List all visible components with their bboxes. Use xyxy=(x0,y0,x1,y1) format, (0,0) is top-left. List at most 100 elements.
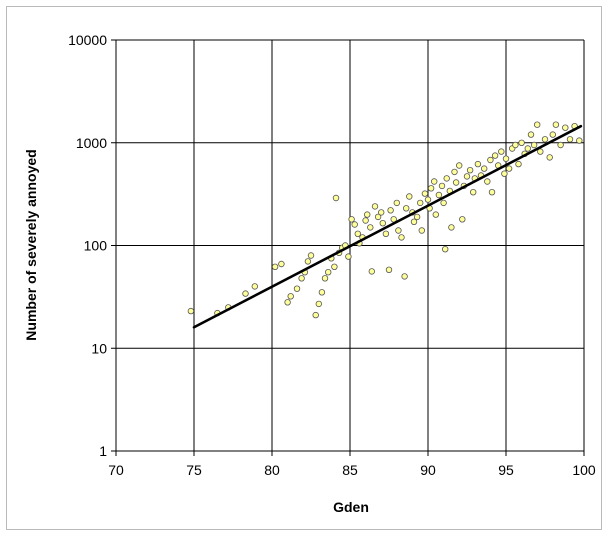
data-point xyxy=(242,290,249,297)
data-point xyxy=(421,190,429,197)
data-point xyxy=(552,121,560,128)
data-point xyxy=(371,203,379,210)
data-point xyxy=(527,131,535,138)
data-point xyxy=(367,224,374,231)
y-tick-label: 1000 xyxy=(76,135,107,151)
y-tick-label: 10000 xyxy=(68,32,107,48)
x-tick-label: 90 xyxy=(420,462,436,478)
data-point xyxy=(413,213,421,221)
data-point xyxy=(534,121,541,128)
data-point xyxy=(368,268,375,275)
data-point xyxy=(488,188,496,196)
trend-line-group xyxy=(192,124,583,329)
data-point xyxy=(410,218,418,225)
data-point xyxy=(287,293,294,300)
data-point xyxy=(318,289,326,296)
data-point xyxy=(345,253,352,260)
x-tick-label: 85 xyxy=(342,462,358,478)
x-tick-label: 95 xyxy=(498,462,514,478)
data-point xyxy=(298,275,305,282)
data-point xyxy=(351,221,358,228)
trend-line xyxy=(192,124,583,329)
data-point xyxy=(418,227,425,234)
data-point xyxy=(438,182,446,190)
data-point xyxy=(546,154,553,161)
data-point xyxy=(332,194,340,202)
data-point xyxy=(512,141,519,149)
data-point xyxy=(501,170,508,177)
data-point xyxy=(312,311,319,319)
data-point xyxy=(364,211,371,218)
data-point xyxy=(304,258,312,265)
data-point xyxy=(354,230,361,237)
chart-frame xyxy=(6,6,602,530)
data-point xyxy=(481,165,488,172)
data-point xyxy=(379,219,386,227)
data-point xyxy=(442,245,449,253)
x-tick-labels: 70 75 80 85 90 95 100 xyxy=(108,462,596,478)
data-point xyxy=(293,285,301,292)
data-point xyxy=(321,275,329,282)
data-point xyxy=(378,209,385,216)
data-point xyxy=(406,193,413,200)
data-point xyxy=(456,162,463,169)
data-point xyxy=(515,160,522,168)
data-point xyxy=(557,141,564,149)
data-point xyxy=(393,199,400,207)
data-point xyxy=(452,179,460,186)
data-point xyxy=(562,124,569,131)
data-point xyxy=(451,168,458,176)
data-point xyxy=(459,216,466,223)
data-point xyxy=(424,196,432,203)
y-tick-label: 1 xyxy=(99,443,107,459)
data-point xyxy=(440,199,447,207)
y-tick-label: 10 xyxy=(91,340,107,356)
x-tick-label: 70 xyxy=(108,462,124,478)
data-point xyxy=(566,136,574,143)
y-tick-label: 100 xyxy=(84,238,108,254)
data-point xyxy=(325,269,332,276)
y-tick-labels: 1 10 100 1000 10000 xyxy=(68,32,107,459)
x-tick-label: 100 xyxy=(572,462,596,478)
data-point xyxy=(505,165,513,172)
data-point xyxy=(307,252,315,259)
data-point xyxy=(466,166,474,174)
data-point xyxy=(362,217,369,224)
data-point xyxy=(251,283,258,290)
data-point xyxy=(498,148,505,155)
data-point xyxy=(331,263,338,270)
x-tick-label: 80 xyxy=(264,462,280,478)
data-point xyxy=(385,266,393,273)
data-point xyxy=(549,131,556,138)
data-point xyxy=(315,300,322,308)
data-point xyxy=(395,227,402,234)
data-point xyxy=(431,178,438,185)
data-point xyxy=(417,199,424,207)
data-point xyxy=(443,175,450,182)
data-points xyxy=(187,121,583,319)
data-point xyxy=(382,230,390,237)
data-point xyxy=(474,160,482,168)
data-point xyxy=(271,263,279,270)
data-point xyxy=(278,260,285,268)
x-tick-label: 75 xyxy=(186,462,202,478)
data-point xyxy=(401,273,408,280)
data-point xyxy=(524,145,531,152)
data-point xyxy=(530,141,538,149)
data-point xyxy=(403,205,410,212)
data-point xyxy=(187,307,195,315)
data-point xyxy=(463,173,471,180)
data-point xyxy=(398,234,405,241)
data-point xyxy=(374,213,382,221)
data-point xyxy=(284,299,291,306)
data-point xyxy=(518,139,525,146)
data-point xyxy=(432,211,439,218)
data-point xyxy=(502,155,510,162)
y-axis-title: Number of severely annoyed xyxy=(23,149,39,340)
data-point xyxy=(470,188,477,196)
data-point xyxy=(427,185,435,192)
data-point xyxy=(387,207,394,214)
x-axis-title: Gden xyxy=(333,499,369,515)
data-point xyxy=(435,191,443,199)
